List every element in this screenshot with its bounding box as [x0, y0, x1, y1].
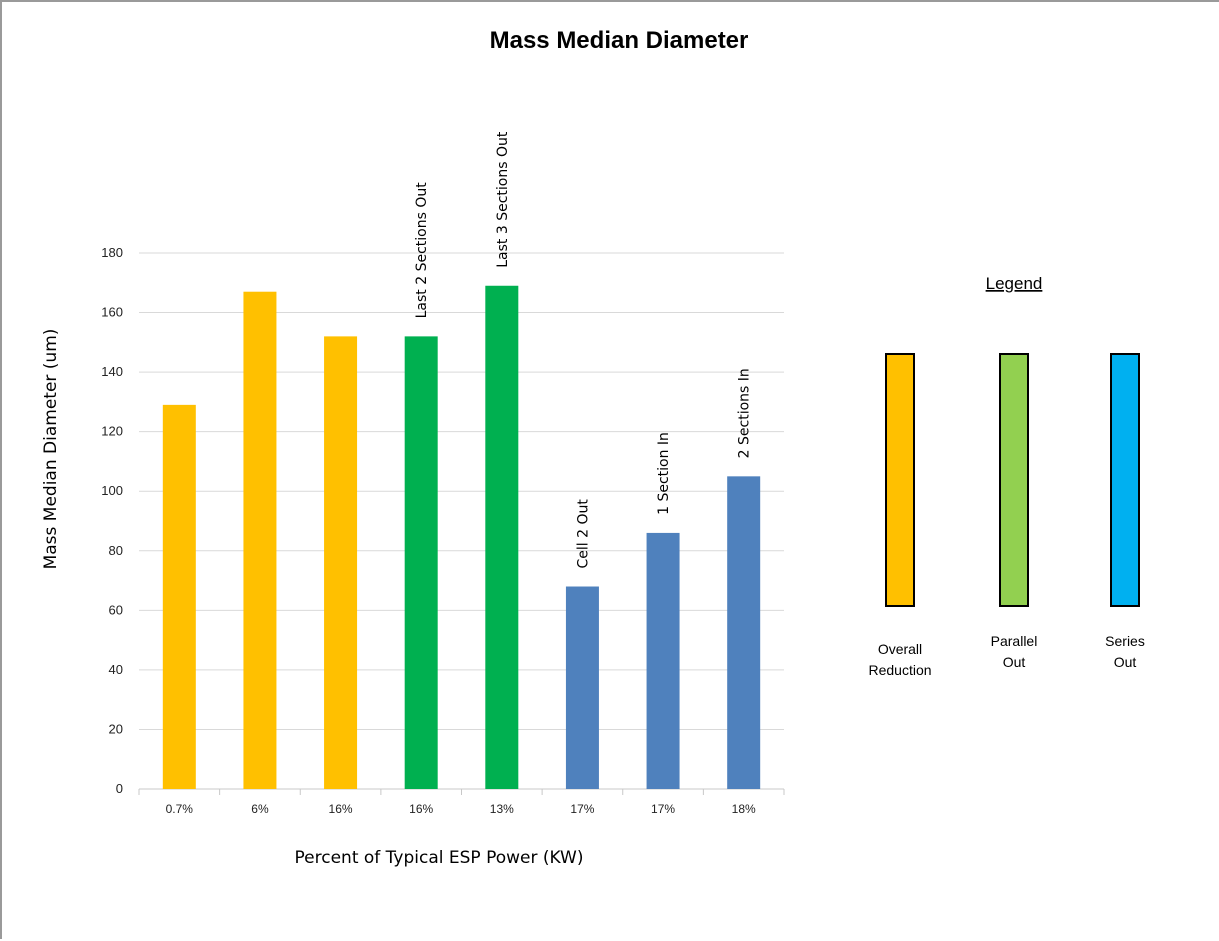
bar [404, 336, 438, 789]
y-tick-label: 40 [109, 662, 123, 677]
legend-label: Overall [878, 641, 922, 657]
bar-annotation: 1 Section In [656, 432, 672, 515]
legend-swatch [885, 353, 915, 607]
bar [727, 476, 761, 789]
bar [565, 586, 599, 789]
chart-title: Mass Median Diameter [490, 27, 749, 54]
bar-annotation: 2 Sections In [737, 368, 753, 458]
legend-label: Series [1105, 633, 1145, 649]
legend-swatch [999, 353, 1029, 607]
legend: Legend Overall Reduction Parallel Out Series… [868, 274, 1144, 678]
y-axis-title: Mass Median Diameter (um) [41, 329, 61, 570]
y-tick-labels: 0 20 40 60 80 100 120 140 160 180 [101, 245, 123, 796]
y-tick-label: 60 [109, 602, 123, 617]
y-tick-label: 180 [101, 245, 123, 260]
x-tick-label: 16% [329, 802, 353, 816]
y-tick-label: 80 [109, 543, 123, 558]
bar-annotation: Cell 2 Out [575, 499, 591, 569]
bar [243, 291, 277, 789]
legend-label: Parallel [991, 633, 1038, 649]
x-tick-label: 17% [570, 802, 594, 816]
bar [646, 532, 680, 789]
bar [485, 285, 519, 789]
y-tick-label: 160 [101, 305, 123, 320]
y-tick-label: 20 [109, 721, 123, 736]
bar [324, 336, 358, 789]
x-axis-title: Percent of Typical ESP Power (KW) [295, 848, 584, 868]
legend-label: Out [1114, 654, 1137, 670]
x-tick-labels: 0.7% 6% 16% 16% 13% 17% 17% 18% [166, 802, 756, 816]
y-tick-label: 100 [101, 483, 123, 498]
bar [162, 404, 196, 789]
bar-annotation: Last 2 Sections Out [414, 182, 430, 319]
gridlines [138, 252, 785, 795]
legend-label: Reduction [868, 662, 931, 678]
bars [162, 285, 761, 789]
x-tick-label: 17% [651, 802, 675, 816]
y-tick-label: 140 [101, 364, 123, 379]
legend-swatch [1110, 353, 1140, 607]
legend-label: Out [1003, 654, 1026, 670]
y-tick-label: 120 [101, 424, 123, 439]
x-tick-label: 16% [409, 802, 433, 816]
x-tick-label: 18% [732, 802, 756, 816]
legend-title: Legend [986, 274, 1043, 293]
x-tick-label: 6% [251, 802, 269, 816]
bar-annotations: Last 2 Sections Out Last 3 Sections Out Ce… [414, 131, 753, 568]
bar-annotation: Last 3 Sections Out [495, 131, 511, 268]
x-tick-label: 13% [490, 802, 514, 816]
y-tick-label: 0 [116, 781, 123, 796]
x-tick-label: 0.7% [166, 802, 194, 816]
